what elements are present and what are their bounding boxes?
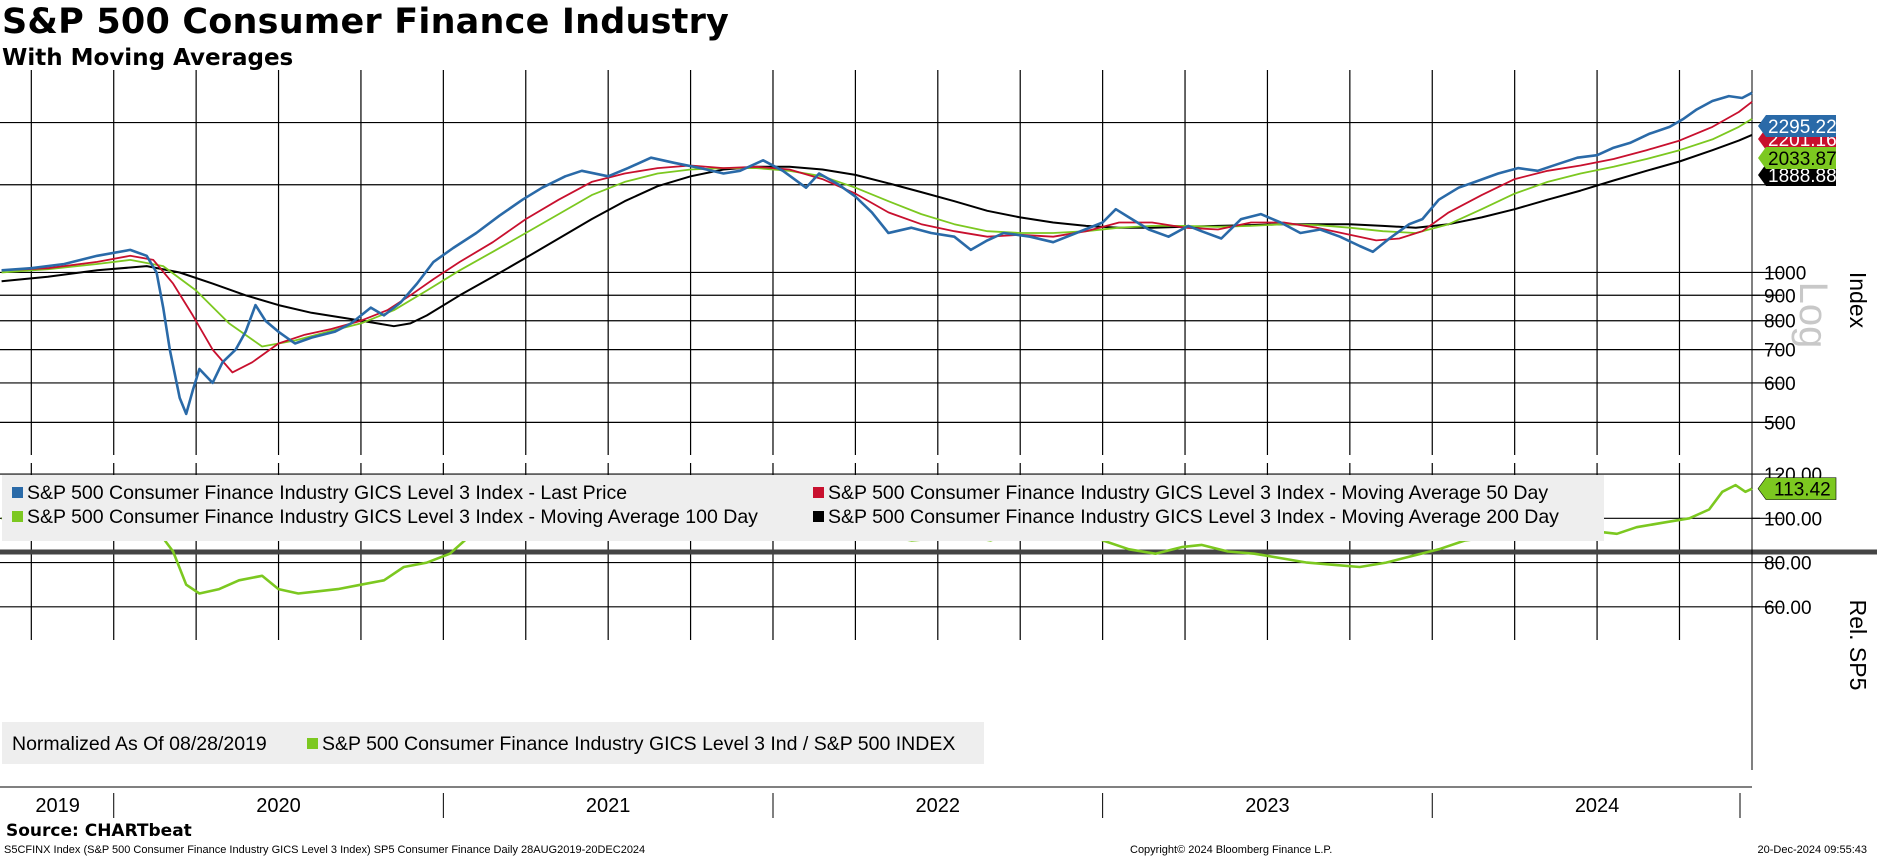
x-year-label: 2022 [916,795,961,817]
legend-label: S&P 500 Consumer Finance Industry GICS L… [828,482,1548,504]
last-value-tag-ma200: 1888.88 [1758,164,1837,187]
normalized-note: Normalized As Of 08/28/2019 [12,733,267,755]
last-value-tag-bg [1757,477,1837,500]
legend-item: S&P 500 Consumer Finance Industry GICS L… [12,482,627,504]
legend-swatch [12,511,23,522]
legend-label: S&P 500 Consumer Finance Industry GICS L… [27,482,627,504]
x-year-label: 2021 [586,795,631,817]
upper-legend: S&P 500 Consumer Finance Industry GICS L… [2,475,1604,541]
last-value-tag-bg [1758,164,1836,186]
legend-swatch [12,487,23,498]
legend-item: S&P 500 Consumer Finance Industry GICS L… [813,506,1559,528]
series-line-ma50 [1,101,1753,374]
last-value-tag-label: 2033.87 [1768,149,1837,170]
chart-title: S&P 500 Consumer Finance Industry [2,2,730,42]
last-value-tag-ma100: 2033.87 [1758,147,1837,170]
last-value-tag-rel: 113.42 [1757,477,1837,501]
legend-background [2,475,1604,541]
footer-timestamp: 20-Dec-2024 09:55:43 [1757,844,1867,856]
log-watermark: Log [1791,282,1835,349]
y-tick-label: 900 [1764,286,1796,307]
x-axis: 2019 2020 2021 2022 2023 2024 [35,793,1741,818]
chart-subtitle: With Moving Averages [2,45,294,71]
last-value-tag-bg [1758,115,1836,137]
legend-label: S&P 500 Consumer Finance Industry GICS L… [322,733,955,755]
y-tick-label: 80.00 [1764,554,1812,575]
last-value-tag-label: 113.42 [1774,480,1831,501]
lower-legend: Normalized As Of 08/28/2019 S&P 500 Consu… [2,722,984,764]
last-value-tag-price: 2295.22 [1758,115,1837,138]
x-year-label: 2024 [1575,795,1620,817]
x-year-label: 2023 [1245,795,1290,817]
series-line-ma100 [1,118,1753,348]
series-line-price [1,91,1753,416]
legend-item: S&P 500 Consumer Finance Industry GICS L… [12,506,758,528]
y-axis-title: Index [1845,272,1871,329]
legend-label: S&P 500 Consumer Finance Industry GICS L… [27,506,758,528]
legend-item: S&P 500 Consumer Finance Industry GICS L… [307,733,955,755]
footer-ticker: S5CFINX Index (S&P 500 Consumer Finance … [4,844,646,856]
x-year-label: 2019 [35,795,80,817]
y-tick-label: 600 [1764,374,1796,395]
y-tick-label: 100.00 [1764,509,1822,530]
legend-swatch [813,511,824,522]
y-tick-label: 60.00 [1764,598,1812,619]
y-tick-label: 800 [1764,312,1796,333]
legend-background [2,722,984,764]
y-tick-label: 500 [1764,413,1796,434]
legend-swatch [813,487,824,498]
footer-copyright: Copyright© 2024 Bloomberg Finance L.P. [1130,844,1333,856]
last-value-tag-label: 1888.88 [1768,166,1837,187]
legend-swatch [307,738,318,749]
source-label: Source: CHARTbeat [6,821,192,841]
y-tick-label: 700 [1764,341,1796,362]
last-value-tag-label: 2295.22 [1768,117,1837,138]
legend-label: S&P 500 Consumer Finance Industry GICS L… [828,506,1559,528]
series-line-ma200 [1,133,1753,328]
y-axis-title: Rel. SP5 [1845,600,1871,691]
legend-item: S&P 500 Consumer Finance Industry GICS L… [813,482,1548,504]
x-year-label: 2020 [256,795,301,817]
y-tick-label: 1000 [1764,263,1806,284]
last-value-tag-bg [1758,147,1836,169]
